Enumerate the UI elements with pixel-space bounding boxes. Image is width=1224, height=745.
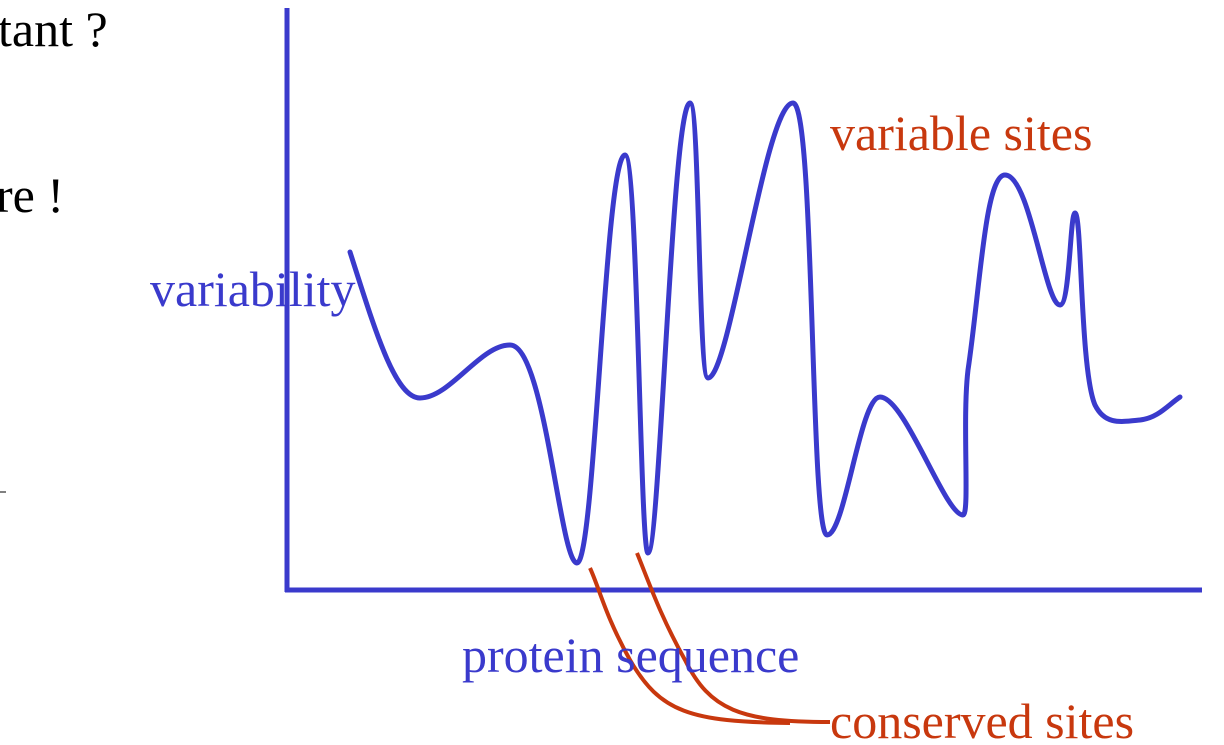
slide-text: re !	[0, 167, 64, 223]
annotation: variable sites	[830, 105, 1092, 161]
conserved-pointer	[635, 552, 831, 724]
annotation: conserved sites	[830, 693, 1134, 745]
slide-text: tant ?	[0, 1, 108, 57]
variability-curve	[347, 100, 1183, 566]
conserved-pointer	[588, 567, 791, 725]
y-axis-label: variability	[150, 261, 356, 317]
x-axis-label: protein sequence	[462, 627, 799, 683]
